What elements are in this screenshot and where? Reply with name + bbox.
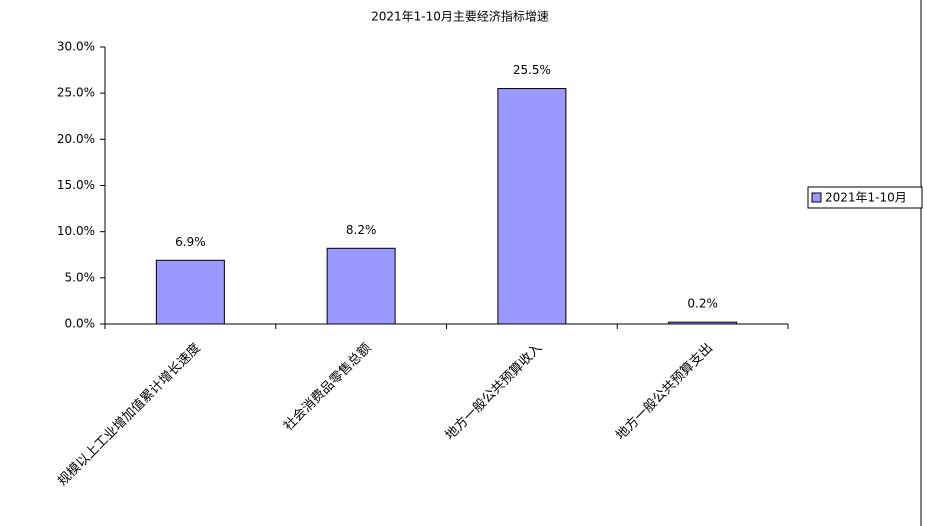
data-label: 6.9% — [175, 235, 206, 249]
y-tick-label: 30.0% — [57, 40, 95, 54]
x-tick-label: 规模以上工业增加值累计增长速度 — [54, 340, 203, 489]
y-tick-label: 25.0% — [57, 86, 95, 100]
legend-swatch — [811, 192, 822, 203]
x-tick-label: 地方一般公共预算收入 — [442, 340, 545, 443]
y-tick-label: 20.0% — [57, 132, 95, 146]
x-tick-label: 地方一般公共预算支出 — [613, 340, 716, 443]
x-tick-label: 社会消费品零售总额 — [280, 340, 374, 434]
y-tick-label: 10.0% — [57, 224, 95, 238]
bar — [668, 321, 738, 325]
legend-label: 2021年1-10月 — [825, 191, 907, 205]
bar — [497, 88, 567, 325]
y-tick-label: 15.0% — [57, 178, 95, 192]
data-label: 0.2% — [687, 297, 718, 311]
legend-box — [807, 186, 923, 209]
y-tick-label: 5.0% — [65, 270, 96, 284]
data-label: 8.2% — [346, 223, 377, 237]
data-label: 25.5% — [513, 63, 551, 77]
y-tick-label: 0.0% — [65, 317, 96, 331]
chart-title: 2021年1-10月主要经济指标增速 — [371, 9, 549, 24]
bar — [326, 247, 396, 325]
bar — [155, 259, 225, 325]
